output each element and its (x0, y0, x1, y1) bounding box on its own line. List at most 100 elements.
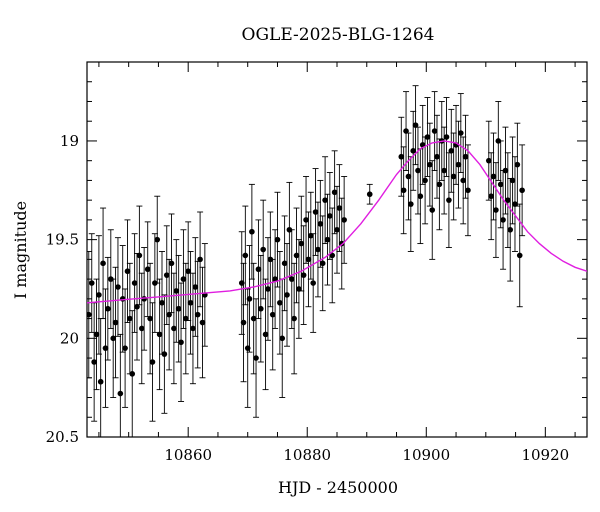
data-point (115, 284, 121, 290)
data-point (305, 256, 312, 263)
data-point (310, 280, 316, 286)
data-point (303, 217, 309, 223)
data-point (117, 390, 124, 397)
data-point (502, 167, 509, 174)
data-point (331, 189, 338, 196)
data-point (161, 351, 168, 357)
data-point (105, 305, 111, 312)
data-point (242, 252, 249, 259)
data-point (253, 355, 259, 361)
data-point (450, 173, 457, 180)
data-point (93, 331, 100, 338)
data-point (317, 221, 324, 227)
data-point (448, 148, 455, 154)
data-point (277, 299, 283, 306)
data-points (87, 122, 525, 397)
data-point (284, 292, 290, 298)
data-point (246, 296, 253, 302)
data-point (192, 284, 199, 290)
data-point (124, 268, 131, 275)
data-point (187, 299, 194, 306)
data-point (265, 286, 271, 292)
data-point (267, 256, 274, 263)
data-point (507, 226, 514, 233)
data-point (288, 276, 295, 282)
data-point (300, 272, 307, 278)
data-point (312, 209, 319, 215)
data-point (185, 268, 191, 275)
data-point (488, 193, 494, 200)
data-point (329, 252, 336, 259)
data-point (446, 197, 452, 203)
data-point (500, 217, 506, 223)
data-point (296, 286, 302, 292)
data-point (178, 339, 184, 346)
data-point (96, 292, 102, 298)
data-point (443, 134, 450, 140)
data-point (465, 187, 471, 194)
data-point (260, 246, 266, 253)
data-point (152, 280, 158, 286)
data-point (138, 325, 145, 332)
data-point (102, 345, 109, 351)
data-point (244, 345, 251, 351)
data-point (173, 288, 180, 294)
y-tick-label: 20.5 (46, 428, 79, 446)
data-point (516, 252, 523, 259)
data-point (514, 161, 521, 168)
data-point (255, 266, 262, 273)
data-point (180, 276, 187, 282)
data-point (88, 280, 95, 286)
data-point (405, 173, 412, 180)
data-point (398, 153, 405, 160)
data-point (175, 305, 182, 312)
data-point (336, 205, 343, 211)
y-tick-label: 19 (60, 132, 79, 150)
x-tick-label: 10860 (164, 446, 212, 464)
data-point (122, 345, 128, 351)
data-point (497, 181, 504, 188)
data-point (493, 207, 499, 213)
data-point (455, 161, 462, 168)
data-point (334, 226, 340, 233)
data-point (91, 359, 97, 365)
data-point (436, 181, 443, 188)
data-point (134, 303, 140, 310)
data-point (154, 236, 161, 243)
data-point (149, 359, 156, 365)
data-point (166, 311, 172, 318)
data-point (144, 266, 151, 273)
data-point (509, 177, 516, 184)
data-point (308, 232, 314, 239)
data-point (127, 315, 133, 322)
data-point (341, 217, 347, 223)
data-point (136, 252, 143, 259)
data-point (412, 122, 419, 128)
data-point (424, 134, 431, 140)
data-point (110, 335, 116, 342)
data-point (324, 236, 331, 243)
data-point (410, 148, 416, 154)
data-point (485, 157, 492, 164)
data-point (131, 280, 138, 286)
data-point (319, 260, 326, 267)
data-point (240, 319, 247, 326)
data-point (156, 331, 163, 338)
data-point (400, 187, 407, 194)
data-point (108, 276, 114, 282)
x-tick-label: 10900 (402, 446, 450, 464)
data-point (272, 276, 278, 282)
data-point (194, 311, 201, 318)
data-point (171, 325, 177, 332)
data-point (286, 226, 293, 233)
data-point (427, 161, 433, 168)
data-point (512, 201, 518, 207)
data-point (403, 128, 409, 134)
data-point (415, 167, 421, 174)
chart-title: OGLE-2025-BLG-1264 (242, 25, 435, 45)
data-point (262, 331, 269, 338)
data-point (168, 260, 175, 267)
data-point (291, 315, 297, 322)
y-tick-label: 20 (60, 329, 79, 347)
